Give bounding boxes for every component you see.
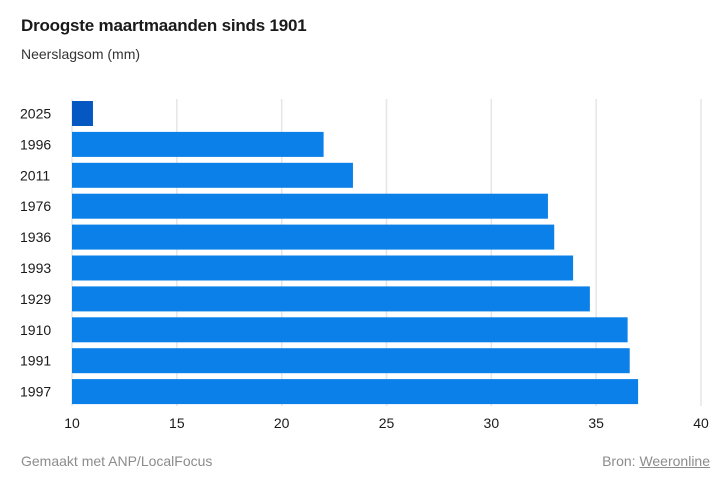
- chart-subtitle: Neerslagsom (mm): [21, 46, 141, 62]
- bar-1929[interactable]: [72, 286, 590, 312]
- x-tick-label-25: 25: [379, 415, 395, 431]
- bar-1936[interactable]: [72, 224, 555, 250]
- source-label: Bron:: [602, 453, 636, 469]
- category-label-1991: 1991: [20, 353, 51, 369]
- category-label-1910: 1910: [20, 322, 51, 338]
- made-with-note: Gemaakt met ANP/LocalFocus: [21, 453, 213, 469]
- x-tick-label-30: 30: [484, 415, 500, 431]
- x-tick-label-20: 20: [274, 415, 290, 431]
- category-label-1976: 1976: [20, 198, 51, 214]
- category-labels: 2025 1996 2011 1976 1936 1993 1929 1910 1991 1997: [20, 106, 51, 400]
- category-label-1993: 1993: [20, 260, 51, 276]
- category-label-1936: 1936: [20, 229, 51, 245]
- source-note: Bron: Weeronline: [602, 453, 710, 469]
- bar-1997[interactable]: [72, 379, 639, 405]
- bar-1976[interactable]: [72, 193, 548, 219]
- x-axis-tick-labels: 10 15 20 25 30 35 40: [64, 415, 709, 431]
- chart-title: Droogste maartmaanden sinds 1901: [21, 16, 307, 35]
- bar-1991[interactable]: [72, 348, 630, 374]
- bar-1996[interactable]: [72, 131, 324, 157]
- bar-1993[interactable]: [72, 255, 574, 281]
- source-link[interactable]: Weeronline: [639, 453, 710, 469]
- bars: [72, 101, 639, 405]
- x-tick-label-15: 15: [169, 415, 185, 431]
- x-tick-label-35: 35: [588, 415, 604, 431]
- x-tick-label-10: 10: [64, 415, 80, 431]
- category-label-1929: 1929: [20, 291, 51, 307]
- category-label-2011: 2011: [20, 167, 50, 183]
- category-label-2025: 2025: [20, 106, 51, 122]
- bar-2025[interactable]: [72, 101, 93, 126]
- bar-2011[interactable]: [72, 162, 353, 188]
- category-label-1996: 1996: [20, 136, 51, 152]
- bar-1910[interactable]: [72, 317, 628, 343]
- category-label-1997: 1997: [20, 384, 51, 400]
- x-tick-label-40: 40: [693, 415, 709, 431]
